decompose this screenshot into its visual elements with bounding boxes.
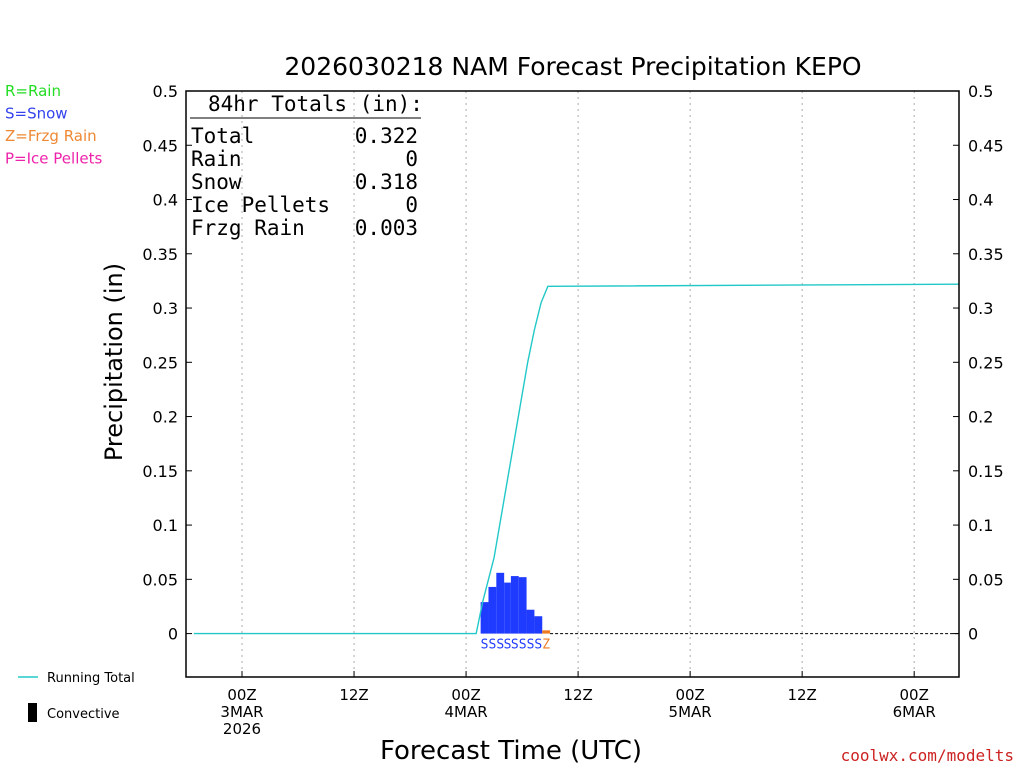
precip-type-label: S bbox=[534, 638, 542, 653]
totals-row-value: 0 bbox=[405, 193, 418, 217]
precip-type-label: S bbox=[527, 638, 535, 653]
x-tick-label: 00Z bbox=[227, 686, 256, 704]
x-tick-label: 12Z bbox=[787, 686, 816, 704]
y-tick-label-left: 0.05 bbox=[142, 570, 178, 589]
grid-layer bbox=[241, 91, 915, 677]
bars-layer bbox=[480, 572, 551, 634]
totals-row-label: Snow bbox=[191, 170, 242, 194]
x-tick-label: 5MAR bbox=[669, 703, 712, 721]
type-legend-item: Z=Frzg Rain bbox=[5, 127, 97, 145]
y-tick-label-left: 0.4 bbox=[153, 191, 178, 210]
type-legend-item: P=Ice Pellets bbox=[5, 150, 102, 168]
y-tick-label-right: 0.15 bbox=[968, 462, 1004, 481]
running-total-line bbox=[193, 283, 960, 635]
x-tick-label: 3MAR bbox=[220, 703, 263, 721]
credit-link[interactable]: coolwx.com/modelts bbox=[841, 746, 1014, 765]
totals-row-value: 0.318 bbox=[355, 170, 418, 194]
x-tick-label: 00Z bbox=[900, 686, 929, 704]
totals-row-label: Total bbox=[191, 124, 254, 148]
y-tick-label-right: 0.25 bbox=[968, 353, 1004, 372]
chart-title: 2026030218 NAM Forecast Precipitation KE… bbox=[284, 52, 861, 81]
precip-type-label: S bbox=[481, 638, 489, 653]
precip-bar bbox=[488, 586, 497, 634]
y-tick-label-left: 0.3 bbox=[153, 299, 178, 318]
precip-bar bbox=[510, 576, 519, 634]
y-tick-label-right: 0.45 bbox=[968, 136, 1004, 155]
totals-row-value: 0 bbox=[405, 147, 418, 171]
running-total-legend-label: Running Total bbox=[47, 671, 135, 686]
totals-row-value: 0.322 bbox=[355, 124, 418, 148]
y-tick-label-right: 0.2 bbox=[968, 408, 993, 427]
x-tick-label: 12Z bbox=[339, 686, 368, 704]
y-tick-label-left: 0.15 bbox=[142, 462, 178, 481]
precip-type-label: Z bbox=[542, 638, 550, 653]
precip-type-legend: R=Rain S=Snow Z=Frzg Rain P=Ice Pellets bbox=[5, 82, 102, 168]
bottom-legend: Running Total Convective bbox=[18, 671, 135, 722]
x-tick-label: 00Z bbox=[675, 686, 704, 704]
x-tick-label: 2026 bbox=[223, 720, 261, 738]
y-tick-label-left: 0.45 bbox=[142, 136, 178, 155]
precip-type-label: S bbox=[496, 638, 504, 653]
y-tick-label-left: 0.2 bbox=[153, 408, 178, 427]
y-tick-label-left: 0.25 bbox=[142, 353, 178, 372]
totals-row-label: Ice Pellets bbox=[191, 193, 330, 217]
y-tick-label-left: 0.1 bbox=[153, 516, 178, 535]
x-tick-label: 12Z bbox=[563, 686, 592, 704]
precip-bar bbox=[480, 602, 489, 634]
type-legend-item: S=Snow bbox=[5, 105, 68, 123]
y-tick-label-right: 0.5 bbox=[968, 82, 993, 101]
precip-bar bbox=[496, 572, 505, 634]
y-axis-label: Precipitation (in) bbox=[100, 263, 128, 461]
type-legend-item: R=Rain bbox=[5, 82, 61, 100]
convective-legend-label: Convective bbox=[47, 707, 120, 722]
y-tick-label-left: 0 bbox=[168, 625, 178, 644]
totals-row-value: 0.003 bbox=[355, 216, 418, 240]
convective-legend-swatch bbox=[28, 703, 37, 722]
y-tick-label-right: 0.4 bbox=[968, 191, 993, 210]
precip-type-label: S bbox=[488, 638, 496, 653]
totals-row-label: Frzg Rain bbox=[191, 216, 305, 240]
x-axis-label: Forecast Time (UTC) bbox=[380, 736, 642, 766]
precip-bar bbox=[504, 582, 511, 634]
precip-type-label: S bbox=[519, 638, 527, 653]
totals-row-label: Rain bbox=[191, 147, 242, 171]
y-tick-label-right: 0.1 bbox=[968, 516, 993, 535]
y-tick-label-right: 0.3 bbox=[968, 299, 993, 318]
x-tick-label: 6MAR bbox=[893, 703, 936, 721]
x-tick-label: 4MAR bbox=[444, 703, 487, 721]
y-tick-label-left: 0.35 bbox=[142, 245, 178, 264]
precip-bar bbox=[542, 630, 551, 634]
x-tick-label: 00Z bbox=[451, 686, 480, 704]
y-tick-label-right: 0 bbox=[968, 625, 978, 644]
totals-box: 84hr Totals (in): Total 0.322 Rain 0 Snow 0.31… bbox=[190, 92, 423, 240]
precip-bar bbox=[518, 577, 527, 634]
precip-bar bbox=[534, 616, 543, 634]
y-tick-label-left: 0.5 bbox=[153, 82, 178, 101]
totals-header: 84hr Totals (in): bbox=[208, 92, 423, 116]
precip-type-label: S bbox=[504, 638, 512, 653]
precip-bar bbox=[526, 609, 535, 634]
y-tick-label-right: 0.35 bbox=[968, 245, 1004, 264]
precip-type-label: S bbox=[511, 638, 519, 653]
y-tick-label-right: 0.05 bbox=[968, 570, 1004, 589]
plot-frame bbox=[185, 90, 960, 678]
